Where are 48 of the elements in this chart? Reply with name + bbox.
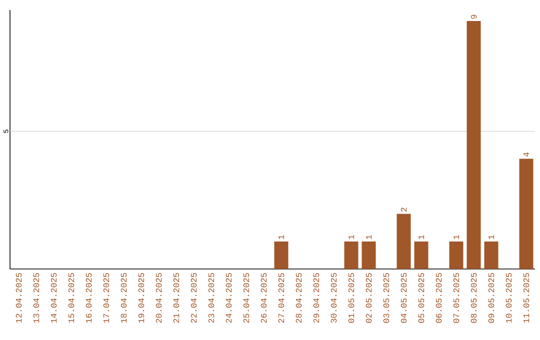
bar — [449, 241, 464, 269]
x-tick-label: 17.04.2025 — [103, 273, 110, 323]
x-tick-label: 09.05.2025 — [488, 273, 494, 323]
x-tick-label: 04.05.2025 — [400, 273, 407, 323]
x-tick-label: 14.04.2025 — [50, 273, 57, 323]
data-label: 1 — [453, 235, 460, 240]
x-tick-label: 26.04.2025 — [260, 273, 267, 323]
bar — [519, 158, 534, 269]
x-tick-label: 11.05.2025 — [523, 273, 530, 323]
bar — [274, 241, 288, 269]
x-tick-label: 18.04.2025 — [120, 273, 127, 323]
x-tick-label: 01.05.2025 — [348, 273, 354, 323]
data-label: 2 — [400, 208, 407, 212]
x-tick-label: 29.04.2025 — [313, 273, 320, 323]
data-label: 1 — [488, 235, 494, 240]
x-tick-label: 27.04.2025 — [278, 273, 284, 323]
bar — [466, 21, 481, 269]
x-tick-label: 07.05.2025 — [453, 273, 460, 323]
bar — [396, 214, 411, 269]
x-tick-label: 30.04.2025 — [330, 273, 337, 323]
data-label: 1 — [348, 235, 354, 240]
x-tick-label: 21.04.2025 — [173, 273, 180, 323]
x-tick-label: 28.04.2025 — [296, 273, 302, 323]
data-label: 4 — [523, 152, 530, 157]
bar — [484, 241, 498, 269]
x-tick-label: 20.04.2025 — [156, 273, 162, 323]
x-tick-label: 06.05.2025 — [436, 273, 442, 323]
x-tick-label: 05.05.2025 — [418, 273, 424, 323]
x-tick-label: 22.04.2025 — [190, 273, 197, 323]
x-tick-label: 19.04.2025 — [138, 273, 144, 323]
data-label: 1 — [366, 235, 372, 240]
bar — [344, 241, 358, 269]
x-tick-label: 13.04.2025 — [33, 273, 40, 323]
data-label: 1 — [278, 235, 284, 240]
bar — [362, 241, 376, 269]
x-tick-label: 12.04.2025 — [16, 273, 22, 323]
x-tick-label: 16.04.2025 — [86, 273, 92, 323]
bar — [414, 241, 428, 269]
x-tick-label: 03.05.2025 — [383, 273, 390, 323]
data-label: 9 — [470, 14, 477, 19]
data-label: 1 — [418, 235, 424, 240]
x-tick-label: 15.04.2025 — [68, 273, 74, 323]
x-tick-label: 02.05.2025 — [366, 273, 372, 323]
x-tick-label: 25.04.2025 — [243, 273, 250, 323]
x-tick-label: 23.04.2025 — [208, 273, 214, 323]
x-tick-label: 24.04.2025 — [226, 273, 232, 323]
x-tick-label: 08.05.2025 — [470, 273, 477, 323]
x-tick-label: 10.05.2025 — [506, 273, 512, 323]
